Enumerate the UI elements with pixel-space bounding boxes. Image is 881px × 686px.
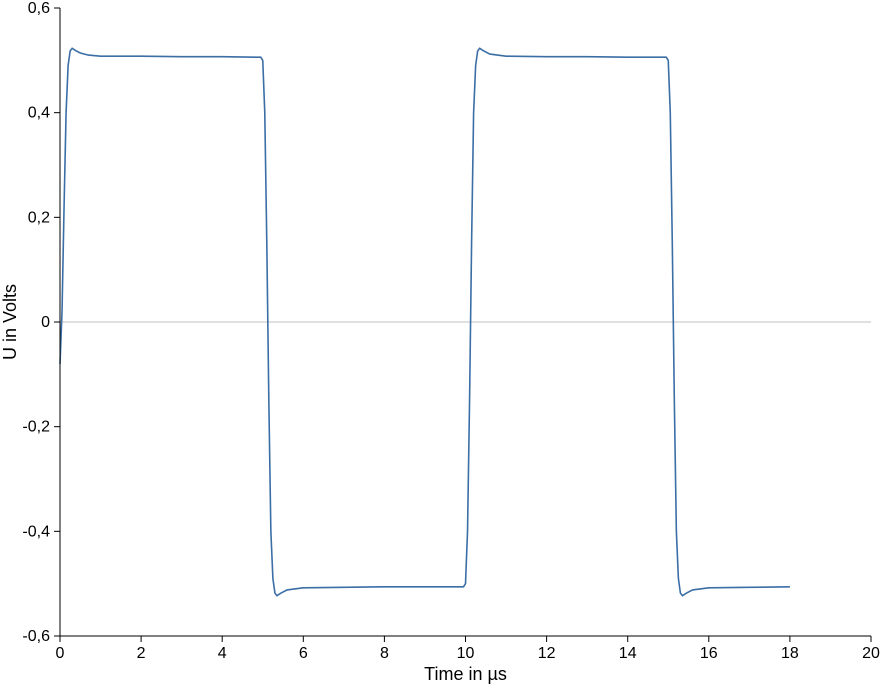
y-tick-label: -0,4 (22, 523, 50, 540)
x-tick-label: 14 (619, 645, 637, 662)
y-tick-label: -0,6 (22, 628, 50, 645)
x-tick-label: 0 (56, 645, 65, 662)
y-axis-label: U in Volts (0, 284, 20, 360)
chart-svg: 0 2 4 6 8 10 12 14 16 18 20 -0,6 -0,4 -0,2 0 0,2 0,4 0,6 T… (0, 0, 881, 686)
x-tick-label: 16 (700, 645, 718, 662)
y-tick-label: 0,4 (28, 105, 50, 122)
chart-container: 0 2 4 6 8 10 12 14 16 18 20 -0,6 -0,4 -0,2 0 0,2 0,4 0,6 T… (0, 0, 881, 686)
x-tick-label: 2 (137, 645, 146, 662)
y-tick-label: 0 (41, 314, 50, 331)
x-tick-label: 12 (538, 645, 556, 662)
x-tick-label: 6 (299, 645, 308, 662)
y-tick-label: 0,6 (28, 0, 50, 17)
x-tick-label: 8 (380, 645, 389, 662)
x-tick-label: 10 (457, 645, 475, 662)
x-tick-label: 20 (862, 645, 880, 662)
x-axis-label: Time in µs (424, 664, 507, 684)
plot-background (0, 0, 881, 686)
y-tick-label: 0,2 (28, 209, 50, 226)
x-tick-label: 4 (218, 645, 227, 662)
x-tick-label: 18 (781, 645, 799, 662)
y-tick-label: -0,2 (22, 419, 50, 436)
